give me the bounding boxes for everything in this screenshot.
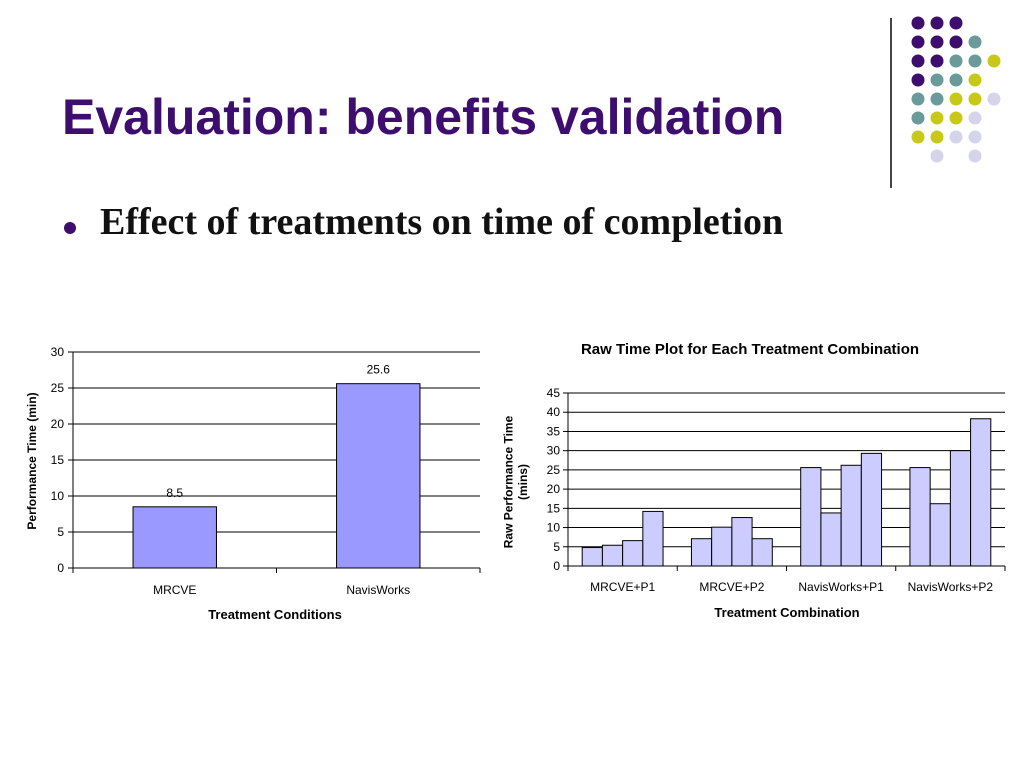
decor-dot — [930, 130, 944, 144]
chart2-y-axis-label: Raw Performance Time(mins) — [502, 415, 530, 548]
chart1-x-axis-label: Treatment Conditions — [208, 607, 342, 622]
decor-dot — [911, 35, 925, 49]
raw-time-bar-chart: Raw Time Plot for Each Treatment Combina… — [502, 341, 1006, 620]
chart1-y-axis-label: Performance Time (min) — [25, 392, 39, 529]
chart2-y-tick-label: 20 — [547, 482, 561, 496]
chart2-category-label: MRCVE+P1 — [590, 580, 655, 594]
chart2-bar — [622, 540, 644, 567]
chart1-y-tick-label: 30 — [51, 345, 65, 359]
decor-dot — [930, 149, 944, 163]
chart2-y-tick-label: 5 — [553, 540, 560, 554]
chart1-y-tick-label: 10 — [51, 489, 65, 503]
chart2-y-tick-label: 10 — [547, 521, 561, 535]
chart2-y-tick-label: 15 — [547, 501, 561, 515]
decor-dot — [930, 16, 944, 30]
chart1-data-label: 25.6 — [367, 363, 391, 377]
decor-dot — [968, 73, 982, 87]
decor-dot — [949, 16, 963, 30]
decor-dot — [930, 111, 944, 125]
chart2-category-label: MRCVE+P2 — [699, 580, 764, 594]
decor-dot — [987, 92, 1001, 106]
chart2-y-tick-label: 30 — [547, 444, 561, 458]
chart2-bar — [840, 464, 862, 567]
decor-dot — [911, 16, 925, 30]
decor-dot — [968, 111, 982, 125]
chart1-category-label: MRCVE — [153, 583, 196, 597]
decor-dot — [987, 54, 1001, 68]
decor-dot — [930, 54, 944, 68]
chart2-y-tick-label: 25 — [547, 463, 561, 477]
decor-dot — [949, 92, 963, 106]
decor-dot — [968, 54, 982, 68]
chart2-bar — [970, 418, 992, 567]
chart2-bar — [949, 450, 972, 567]
bullet-dot-icon — [64, 222, 76, 234]
chart2-y-tick-label: 0 — [553, 559, 560, 573]
chart2-y-tick-label: 45 — [547, 386, 561, 400]
chart1-y-tick-label: 5 — [57, 525, 64, 539]
chart2-y-tick-label: 35 — [547, 424, 561, 438]
decor-dot — [930, 35, 944, 49]
decorative-dot-grid — [911, 16, 1001, 163]
chart1-data-label: 8.5 — [166, 486, 183, 500]
chart2-category-label: NavisWorks+P2 — [908, 580, 994, 594]
chart1-y-tick-label: 25 — [51, 381, 65, 395]
chart1-category-label: NavisWorks — [346, 583, 410, 597]
decor-dot — [968, 149, 982, 163]
decor-dot — [949, 54, 963, 68]
chart1-y-tick-label: 20 — [51, 417, 65, 431]
chart2-y-tick-label: 40 — [547, 405, 561, 419]
chart2-category-label: NavisWorks+P1 — [798, 580, 884, 594]
slide-title: Evaluation: benefits validation — [62, 89, 785, 145]
chart2-bar — [800, 467, 822, 567]
decor-dot — [968, 130, 982, 144]
chart2-bar — [690, 538, 713, 567]
chart1-bar — [336, 383, 421, 569]
chart2-bar — [642, 510, 664, 567]
decor-dot — [949, 111, 963, 125]
chart2-bar — [820, 512, 842, 567]
decor-dot — [968, 92, 982, 106]
decor-dot — [949, 35, 963, 49]
decor-dot — [911, 130, 925, 144]
decor-dot — [949, 73, 963, 87]
chart1-y-tick-label: 0 — [57, 561, 64, 575]
decor-dot — [968, 35, 982, 49]
bullet-text: Effect of treatments on time of completi… — [100, 201, 784, 243]
chart2-bar — [601, 544, 624, 567]
chart2-bar — [929, 503, 951, 567]
performance-time-bar-chart: 0 5 10 15 20 25 30 8.5 MRCVE 25.6 NavisWorks Perfo… — [25, 345, 481, 622]
decor-dot — [911, 54, 925, 68]
chart1-bar — [132, 506, 217, 569]
chart1-y-tick-label: 15 — [51, 453, 65, 467]
chart2-bar — [711, 526, 733, 567]
decor-dot — [911, 111, 925, 125]
chart2-bar — [909, 467, 931, 567]
decor-dot — [911, 73, 925, 87]
chart2-bar — [751, 538, 773, 567]
decor-dot — [949, 130, 963, 144]
divider-line — [890, 18, 892, 188]
decor-dot — [930, 92, 944, 106]
chart2-x-axis-label: Treatment Combination — [714, 605, 859, 620]
chart2-bar — [581, 547, 603, 567]
chart2-bar — [731, 517, 753, 567]
chart2-bar — [860, 452, 883, 567]
decor-dot — [930, 73, 944, 87]
decor-dot — [911, 92, 925, 106]
chart2-title: Raw Time Plot for Each Treatment Combina… — [581, 341, 919, 358]
